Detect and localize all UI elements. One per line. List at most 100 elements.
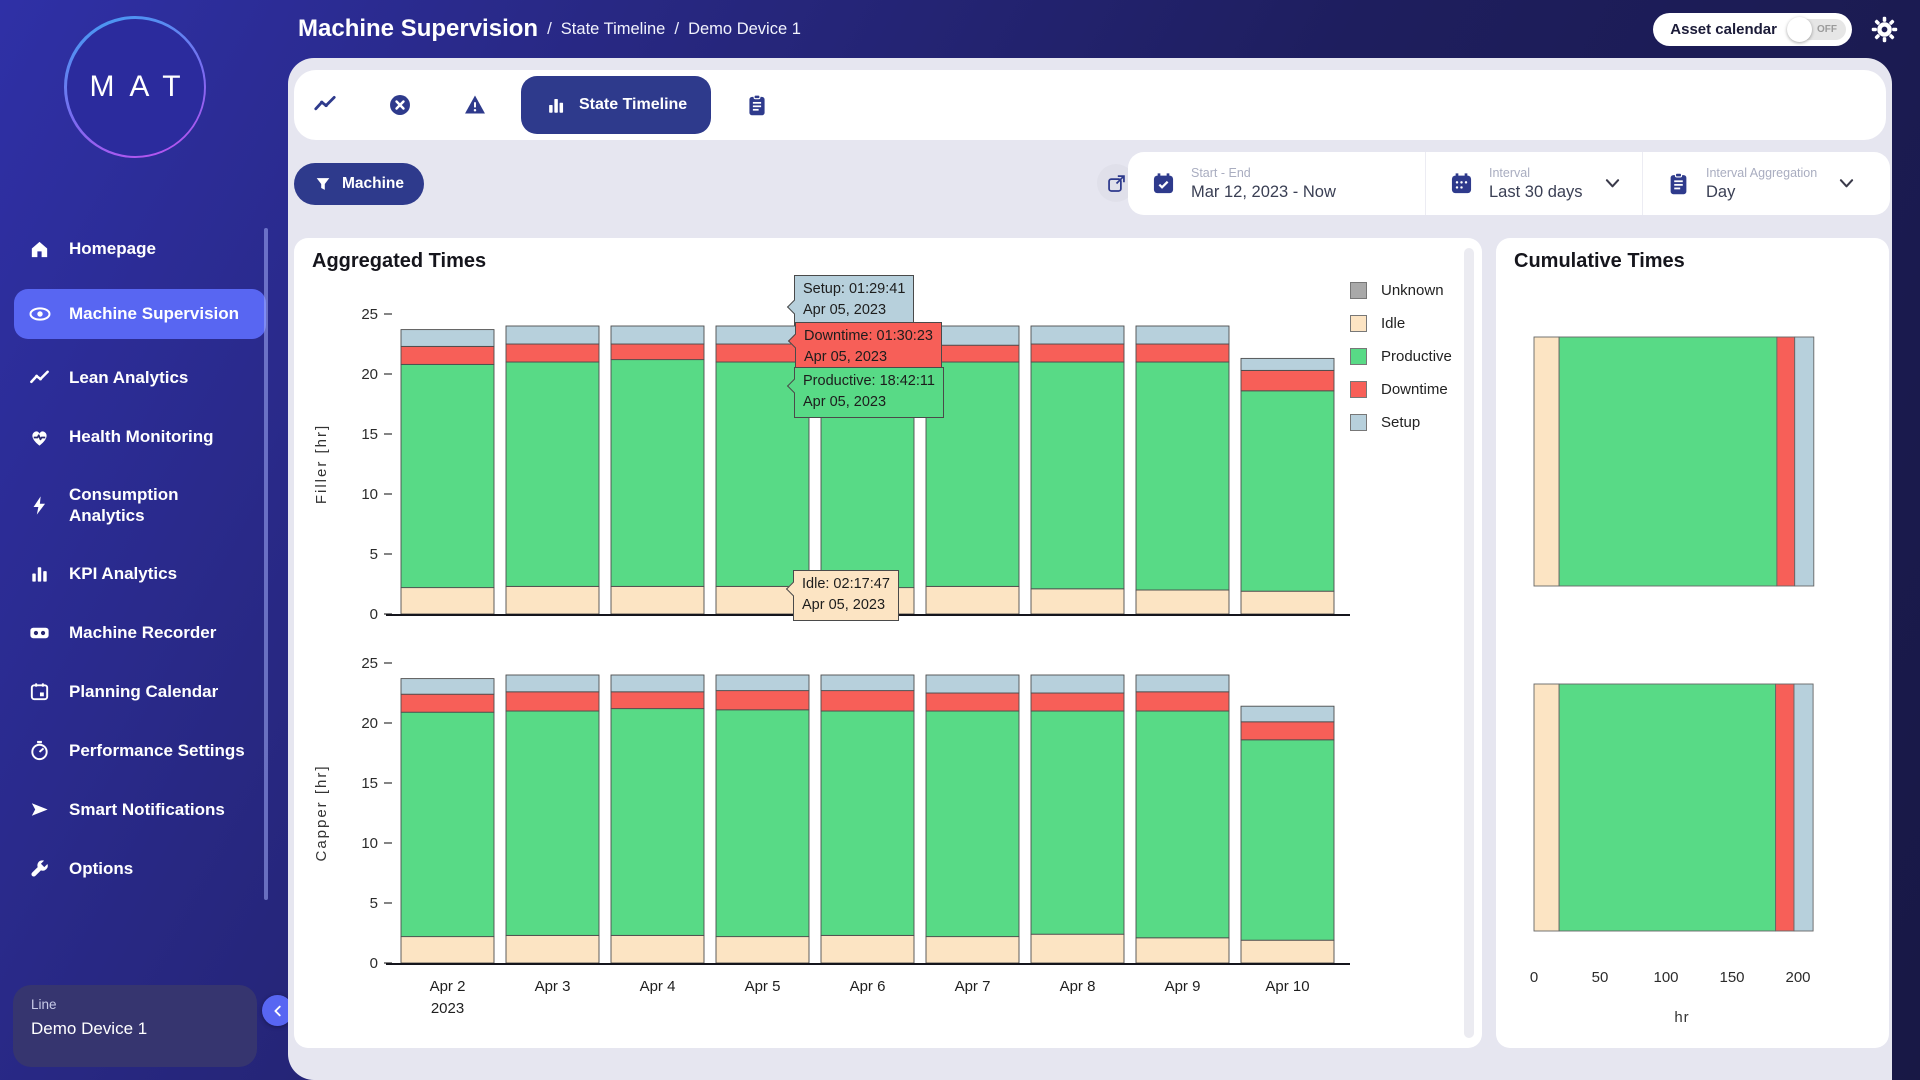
send-icon xyxy=(28,798,52,821)
asset-calendar-toggle[interactable]: OFF xyxy=(1788,19,1846,40)
svg-text:20: 20 xyxy=(361,366,378,383)
heart-pulse-icon xyxy=(28,426,52,449)
machine-filter-button[interactable]: Machine xyxy=(294,163,424,205)
svg-text:15: 15 xyxy=(361,426,378,443)
svg-text:0: 0 xyxy=(370,955,378,972)
sidebar-item-smart-notifications[interactable]: Smart Notifications xyxy=(14,790,266,829)
clipboard-icon xyxy=(744,92,770,118)
svg-text:hr: hr xyxy=(1674,1009,1689,1026)
legend-item-unknown[interactable]: Unknown xyxy=(1350,282,1452,299)
tooltip-downtime: Downtime: 01:30:23 Apr 05, 2023 xyxy=(795,322,942,373)
tab-trends[interactable] xyxy=(296,76,354,134)
device-line-label: Line xyxy=(31,997,239,1012)
asset-calendar-pill[interactable]: Asset calendar OFF xyxy=(1653,13,1852,46)
interval-control[interactable]: Interval Last 30 days xyxy=(1425,152,1642,215)
svg-text:150: 150 xyxy=(1719,969,1744,986)
tab-errors[interactable] xyxy=(371,76,429,134)
capper-stacked-bar-chart[interactable]: 0510152025Capper [hr]Apr 22023Apr 3Apr 4… xyxy=(300,653,1450,1058)
legend-item-setup[interactable]: Setup xyxy=(1350,414,1452,431)
trend-line-icon xyxy=(312,92,338,118)
x-circle-icon xyxy=(387,92,413,118)
toggle-knob xyxy=(1787,17,1812,42)
svg-text:50: 50 xyxy=(1592,969,1609,986)
chevron-down-icon[interactable] xyxy=(1839,178,1854,189)
chart-legend: Unknown Idle Productive Downtime Setup xyxy=(1350,282,1452,431)
gear-icon xyxy=(1871,16,1898,43)
asset-calendar-label: Asset calendar xyxy=(1670,21,1777,38)
sidebar-item-performance-settings[interactable]: Performance Settings xyxy=(14,731,266,770)
sidebar-item-consumption-analytics[interactable]: Consumption Analytics xyxy=(14,477,266,534)
cumulative-times-title: Cumulative Times xyxy=(1514,250,1685,273)
svg-text:Apr 10: Apr 10 xyxy=(1265,978,1309,995)
chevron-down-icon[interactable] xyxy=(1605,178,1620,189)
aggregated-times-card: Aggregated Times 0510152025Filler [hr] 0… xyxy=(294,238,1482,1048)
tooltip-setup: Setup: 01:29:41 Apr 05, 2023 xyxy=(794,275,914,326)
sidebar-item-lean-analytics[interactable]: Lean Analytics xyxy=(14,359,266,398)
time-controls-panel: Start - End Mar 12, 2023 - Now Interval … xyxy=(1128,152,1890,215)
idle-swatch xyxy=(1350,315,1367,332)
start-end-control[interactable]: Start - End Mar 12, 2023 - Now xyxy=(1128,152,1425,215)
sidebar-item-options[interactable]: Options xyxy=(14,849,266,888)
breadcrumb-separator: / xyxy=(674,19,679,39)
legend-item-idle[interactable]: Idle xyxy=(1350,315,1452,332)
svg-text:Apr 9: Apr 9 xyxy=(1165,978,1201,995)
warning-triangle-icon xyxy=(462,92,488,118)
tab-state-timeline-label: State Timeline xyxy=(579,96,687,114)
sidebar-item-kpi-analytics[interactable]: KPI Analytics xyxy=(14,554,266,593)
svg-text:20: 20 xyxy=(361,715,378,732)
tab-warnings[interactable] xyxy=(446,76,504,134)
breadcrumb-demo-device[interactable]: Demo Device 1 xyxy=(688,20,801,39)
downtime-swatch xyxy=(1350,381,1367,398)
aggregated-card-scrollbar[interactable] xyxy=(1464,248,1474,1038)
breadcrumb-state-timeline[interactable]: State Timeline xyxy=(561,20,666,39)
trend-line-icon xyxy=(28,367,52,390)
aggregation-label: Interval Aggregation xyxy=(1706,166,1817,180)
wrench-icon xyxy=(28,857,52,880)
cassette-icon xyxy=(28,621,52,644)
settings-gear-button[interactable] xyxy=(1871,16,1898,43)
interval-label: Interval xyxy=(1489,166,1583,180)
svg-text:Capper [hr]: Capper [hr] xyxy=(313,764,330,861)
calendar-icon xyxy=(28,680,52,703)
device-name: Demo Device 1 xyxy=(31,1019,239,1039)
open-external-icon xyxy=(1106,173,1127,194)
tab-state-timeline[interactable]: State Timeline xyxy=(521,76,711,134)
aggregation-value: Day xyxy=(1706,183,1817,202)
sidebar-item-health-monitoring[interactable]: Health Monitoring xyxy=(14,418,266,457)
legend-item-downtime[interactable]: Downtime xyxy=(1350,381,1452,398)
svg-text:2023: 2023 xyxy=(431,1000,464,1017)
svg-text:0: 0 xyxy=(370,606,378,623)
sidebar-item-planning-calendar[interactable]: Planning Calendar xyxy=(14,672,266,711)
page-title: Machine Supervision xyxy=(298,15,538,43)
sidebar: MAT Homepage Machine Supervision Lean An… xyxy=(0,0,288,1080)
tab-report[interactable] xyxy=(728,76,786,134)
chevron-left-icon xyxy=(271,1004,285,1018)
svg-text:Apr 7: Apr 7 xyxy=(955,978,991,995)
svg-text:100: 100 xyxy=(1653,969,1678,986)
productive-swatch xyxy=(1350,348,1367,365)
clipboard-icon xyxy=(1665,170,1692,197)
aggregated-times-title: Aggregated Times xyxy=(312,250,486,273)
home-icon xyxy=(28,238,52,261)
cumulative-times-card: Cumulative Times 050100150200hr xyxy=(1496,238,1889,1048)
legend-item-productive[interactable]: Productive xyxy=(1350,348,1452,365)
sidebar-item-machine-supervision[interactable]: Machine Supervision xyxy=(14,289,266,339)
breadcrumb-separator: / xyxy=(547,19,552,39)
view-tabbar: State Timeline xyxy=(294,70,1886,140)
sidebar-nav: Homepage Machine Supervision Lean Analyt… xyxy=(14,230,266,908)
selected-device-card[interactable]: Line Demo Device 1 xyxy=(13,985,257,1067)
interval-aggregation-control[interactable]: Interval Aggregation Day xyxy=(1642,152,1890,215)
tooltip-productive: Productive: 18:42:11 Apr 05, 2023 xyxy=(794,367,944,418)
tooltip-idle: Idle: 02:17:47 Apr 05, 2023 xyxy=(793,570,899,621)
svg-text:Apr 4: Apr 4 xyxy=(640,978,676,995)
svg-text:Apr 2: Apr 2 xyxy=(430,978,466,995)
logo-text: MAT xyxy=(89,70,195,104)
machine-filter-label: Machine xyxy=(342,175,404,193)
svg-text:10: 10 xyxy=(361,486,378,503)
svg-text:Apr 3: Apr 3 xyxy=(535,978,571,995)
cumulative-stacked-bar-chart[interactable]: 050100150200hr xyxy=(1500,296,1886,1031)
sidebar-item-homepage[interactable]: Homepage xyxy=(14,230,266,269)
start-end-label: Start - End xyxy=(1191,166,1336,180)
sidebar-item-machine-recorder[interactable]: Machine Recorder xyxy=(14,613,266,652)
sidebar-scrollbar[interactable] xyxy=(264,228,268,900)
